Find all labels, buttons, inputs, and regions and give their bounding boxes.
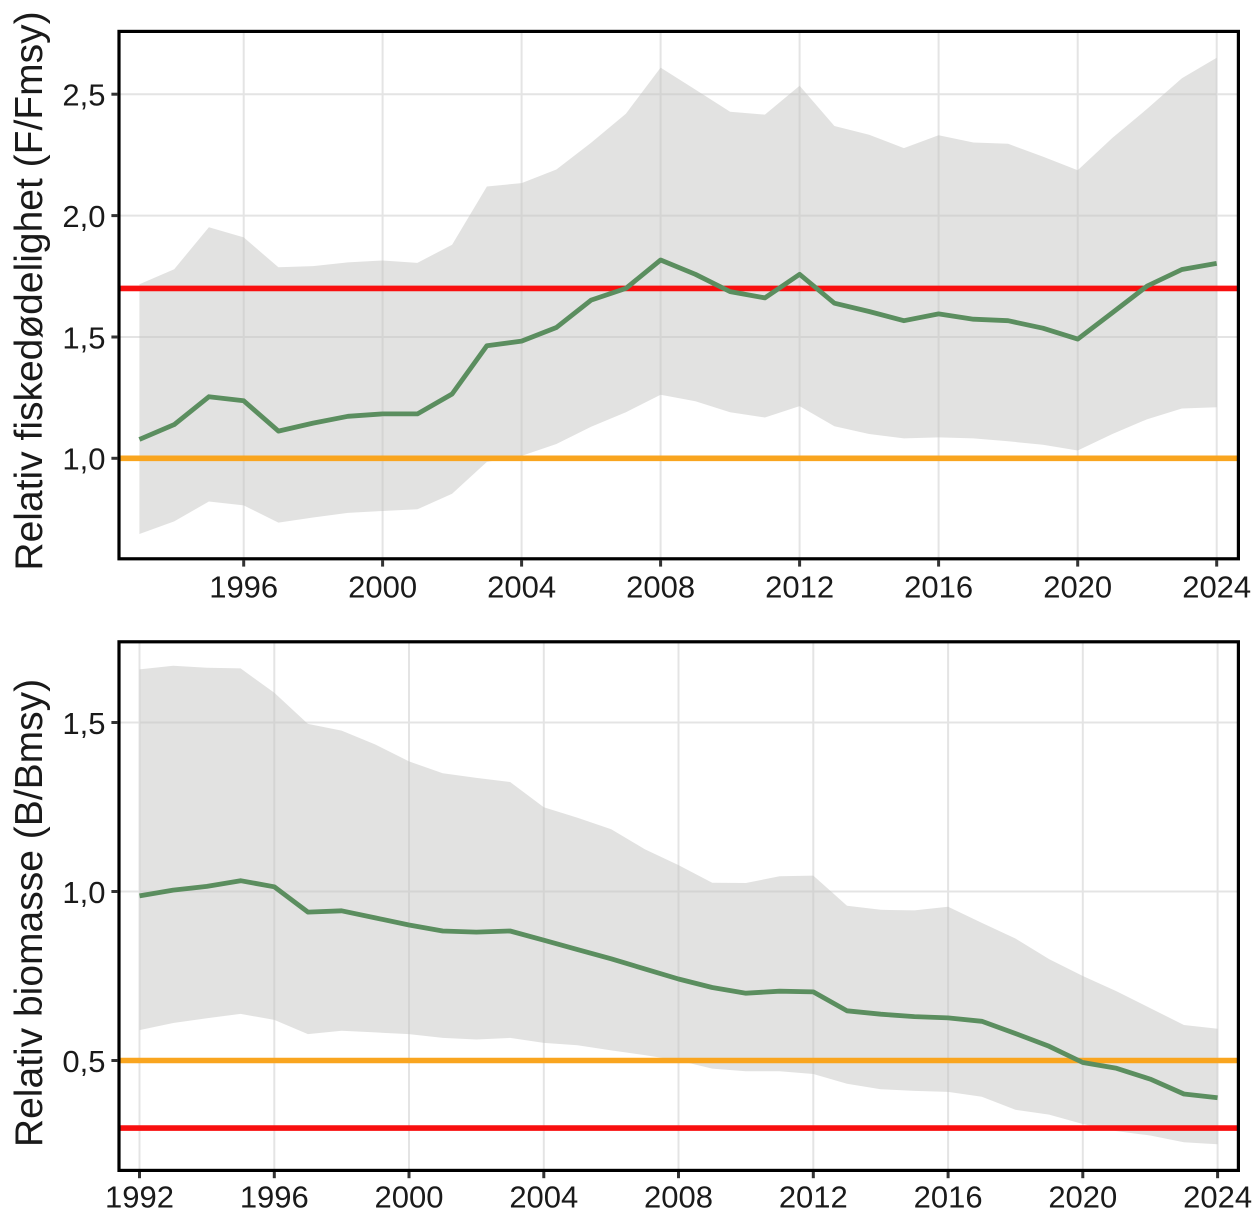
svg-text:1,0: 1,0	[62, 442, 105, 477]
svg-text:2012: 2012	[765, 569, 834, 604]
svg-text:1,5: 1,5	[62, 320, 105, 355]
svg-text:2,0: 2,0	[62, 199, 105, 234]
svg-text:2,5: 2,5	[62, 78, 105, 113]
svg-text:1,5: 1,5	[62, 706, 105, 741]
svg-text:2012: 2012	[779, 1180, 848, 1212]
svg-text:0,5: 0,5	[62, 1044, 105, 1079]
svg-text:1996: 1996	[209, 569, 278, 604]
svg-text:2000: 2000	[375, 1180, 444, 1212]
svg-text:2000: 2000	[348, 569, 417, 604]
svg-text:Relativ fiskedødelighet (F/Fms: Relativ fiskedødelighet (F/Fmsy)	[8, 11, 51, 570]
svg-text:2008: 2008	[644, 1180, 713, 1212]
svg-text:2024: 2024	[1182, 569, 1251, 604]
svg-text:1,0: 1,0	[62, 875, 105, 910]
svg-text:2008: 2008	[626, 569, 695, 604]
svg-text:2020: 2020	[1043, 569, 1112, 604]
svg-text:1992: 1992	[105, 1180, 174, 1212]
svg-text:2024: 2024	[1183, 1180, 1252, 1212]
svg-text:2020: 2020	[1048, 1180, 1117, 1212]
svg-text:2016: 2016	[904, 569, 973, 604]
svg-text:1996: 1996	[240, 1180, 309, 1212]
svg-text:Relativ biomasse (B/Bmsy): Relativ biomasse (B/Bmsy)	[8, 679, 51, 1147]
svg-text:2016: 2016	[914, 1180, 983, 1212]
svg-text:2004: 2004	[487, 569, 556, 604]
svg-text:2004: 2004	[509, 1180, 578, 1212]
